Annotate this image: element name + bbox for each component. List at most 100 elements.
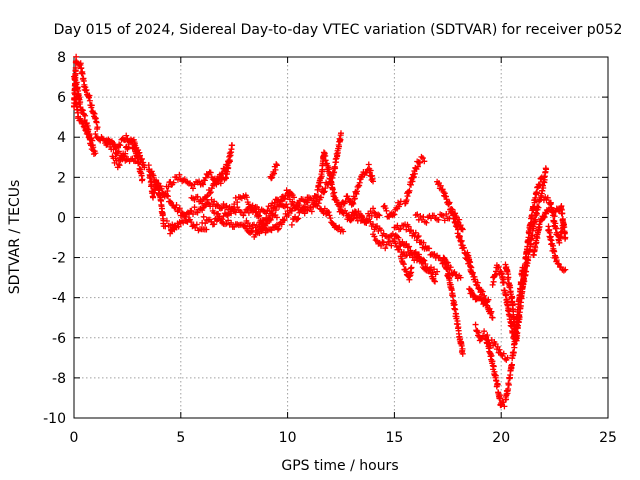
data-point — [380, 239, 387, 246]
data-points — [71, 53, 569, 410]
data-point — [188, 219, 195, 226]
data-point — [310, 200, 317, 207]
data-point — [508, 361, 515, 368]
data-point — [535, 204, 542, 211]
data-point — [273, 214, 280, 221]
data-point — [370, 221, 377, 228]
data-point — [547, 233, 554, 240]
data-point — [391, 211, 398, 218]
data-point — [120, 153, 127, 160]
data-point — [211, 221, 218, 228]
data-point — [173, 201, 180, 208]
data-point — [446, 267, 453, 274]
data-point — [407, 272, 414, 279]
data-point — [489, 281, 496, 288]
data-point — [489, 314, 496, 321]
data-point — [400, 261, 407, 268]
data-point — [123, 132, 130, 139]
data-point — [357, 212, 364, 219]
data-point — [459, 225, 466, 232]
data-point — [326, 212, 333, 219]
x-tick-label: 0 — [70, 430, 79, 446]
y-axis-label: SDTVAR / TECUs — [7, 180, 23, 295]
data-point — [383, 207, 390, 214]
data-point — [148, 182, 155, 189]
data-point — [199, 200, 206, 207]
data-point — [419, 155, 426, 162]
data-point — [271, 224, 278, 231]
data-point — [505, 382, 512, 389]
data-point — [188, 207, 195, 214]
data-point — [229, 142, 236, 149]
data-point — [399, 238, 406, 245]
data-point — [530, 225, 537, 232]
data-point — [495, 263, 502, 270]
data-point — [167, 230, 174, 237]
data-point — [474, 279, 481, 286]
y-tick-label: 8 — [57, 50, 66, 66]
data-point — [331, 189, 338, 196]
data-point — [196, 178, 203, 185]
data-point — [415, 253, 422, 260]
data-point — [294, 216, 301, 223]
data-point — [372, 224, 379, 231]
data-point — [382, 245, 389, 252]
data-point — [510, 349, 517, 356]
data-point — [281, 216, 288, 223]
data-point — [174, 176, 181, 183]
data-point — [219, 170, 226, 177]
data-point — [539, 187, 546, 194]
data-point — [375, 211, 382, 218]
data-point — [113, 144, 120, 151]
data-point — [540, 185, 547, 192]
data-point — [320, 189, 327, 196]
data-point — [478, 335, 485, 342]
data-point — [200, 181, 207, 188]
data-point — [408, 250, 415, 257]
data-point — [72, 91, 79, 98]
data-point — [115, 161, 122, 168]
data-point — [536, 223, 543, 230]
data-point — [368, 212, 375, 219]
data-point — [219, 216, 226, 223]
data-point — [437, 182, 444, 189]
data-point — [556, 239, 563, 246]
y-tick-label: -2 — [52, 251, 66, 267]
data-point — [446, 199, 453, 206]
data-point — [211, 198, 218, 205]
data-point — [216, 215, 223, 222]
data-point — [207, 169, 214, 176]
data-point — [500, 279, 507, 286]
data-point — [190, 211, 197, 218]
data-point — [136, 159, 143, 166]
data-point — [496, 346, 503, 353]
data-point — [371, 233, 378, 240]
data-point — [403, 240, 410, 247]
data-point — [472, 321, 479, 328]
data-point — [280, 196, 287, 203]
data-point — [453, 313, 460, 320]
x-axis-label: GPS time / hours — [281, 458, 398, 474]
data-point — [99, 135, 106, 142]
data-point — [327, 215, 334, 222]
data-point — [394, 233, 401, 240]
data-point — [559, 210, 566, 217]
data-point — [226, 158, 233, 165]
data-point — [494, 381, 501, 388]
data-point — [269, 210, 276, 217]
data-point — [560, 224, 567, 231]
data-point — [533, 239, 540, 246]
data-point — [417, 159, 424, 166]
chart-title: Day 015 of 2024, Sidereal Day-to-day VTE… — [54, 22, 623, 38]
data-point — [441, 217, 448, 224]
data-point — [370, 178, 377, 185]
data-point — [342, 207, 349, 214]
data-point — [426, 245, 433, 252]
data-point — [397, 242, 404, 249]
data-point — [304, 199, 311, 206]
data-point — [73, 79, 80, 86]
data-point — [431, 278, 438, 285]
data-point — [370, 205, 377, 212]
data-point — [459, 350, 466, 357]
data-point — [378, 242, 385, 249]
